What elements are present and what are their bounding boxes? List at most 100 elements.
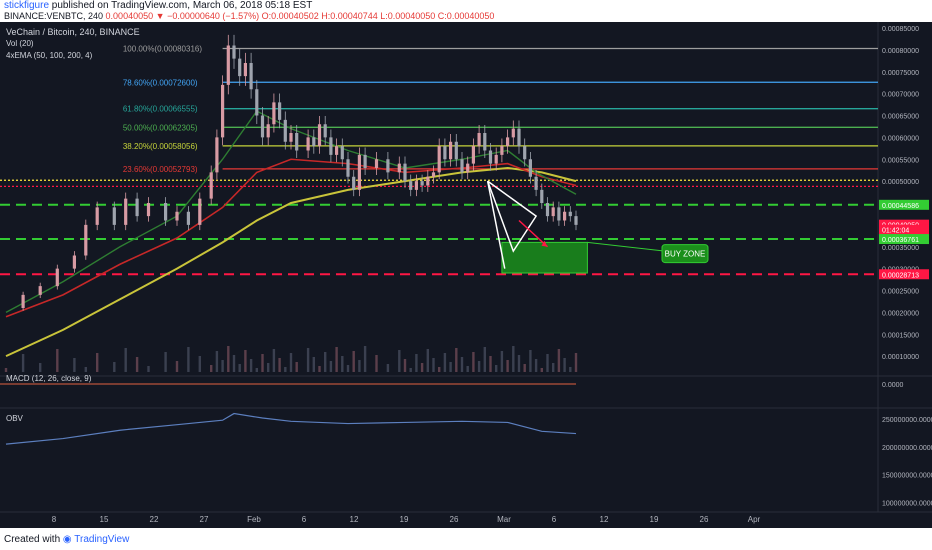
y-tick-label: 0.00025000 xyxy=(882,289,919,296)
candle-body xyxy=(449,141,453,160)
chart-canvas[interactable]: 0.00085000 0.00080000 0.00075000 0.00070000… xyxy=(0,22,932,528)
candle-body xyxy=(511,128,515,138)
volume-bar xyxy=(261,354,264,372)
volume-bar xyxy=(420,363,424,372)
candle-body xyxy=(374,159,379,168)
y-tick-label: 0.00015000 xyxy=(882,332,919,339)
candle-body xyxy=(323,124,327,138)
x-tick-label: Mar xyxy=(497,515,511,524)
price-tag-label: 0.00044586 xyxy=(882,203,919,210)
candle-body xyxy=(437,146,441,173)
volume-bar xyxy=(506,360,509,372)
volume-bars xyxy=(4,346,578,372)
symbol-label: BINANCE:VENBTC, 240 xyxy=(4,11,104,21)
candle-body xyxy=(289,133,293,142)
candle-body xyxy=(460,159,464,173)
obv-line xyxy=(5,412,577,445)
y-tick-label: 0.00075000 xyxy=(882,70,919,77)
candle-body xyxy=(38,286,42,295)
x-tick-label: Feb xyxy=(247,515,261,524)
x-tick-label: 27 xyxy=(200,515,209,524)
macd-legend: MACD (12, 26, close, 9) xyxy=(6,374,92,383)
x-tick-label: 15 xyxy=(100,515,109,524)
volume-bar xyxy=(284,367,287,372)
candle-body xyxy=(517,128,521,147)
volume-bar xyxy=(56,349,59,372)
volume-bar xyxy=(272,349,276,372)
buy-zone-callout-line xyxy=(587,241,666,252)
candle-body xyxy=(352,176,356,190)
volume-bar xyxy=(552,363,555,372)
x-tick-label: 19 xyxy=(400,515,409,524)
price-tag-label: 0.00036761 xyxy=(882,237,919,244)
candle-body xyxy=(340,146,344,160)
x-tick-label: 12 xyxy=(600,515,609,524)
candle-body xyxy=(95,207,99,225)
candle-body xyxy=(175,211,179,221)
candle-body xyxy=(414,181,418,190)
volume-bar xyxy=(517,355,521,372)
volume-bar xyxy=(267,363,270,372)
volume-bar xyxy=(227,346,230,372)
volume-bar xyxy=(210,365,213,372)
y-tick-label: 0.00035000 xyxy=(882,245,919,252)
volume-bar xyxy=(574,353,578,372)
candle-body xyxy=(397,163,401,173)
volume-bar xyxy=(563,358,566,372)
price-tag xyxy=(879,269,929,280)
candle-body xyxy=(534,176,538,190)
obv-tick-label: 200000000.0000 xyxy=(882,445,932,452)
y-tick-label: 0.00055000 xyxy=(882,157,919,164)
volume-bar xyxy=(375,355,378,372)
volume-bar xyxy=(4,368,8,372)
fib-level-label: 50.00%(0.00062305) xyxy=(123,123,198,132)
volume-bar xyxy=(443,353,447,372)
ohlc-values: O:0.00040502 H:0.00040744 L:0.00040050 C… xyxy=(261,11,495,21)
volume-bar xyxy=(352,351,355,372)
candle-body xyxy=(488,150,493,164)
volume-bar xyxy=(232,355,236,372)
price-change: −0.00000640 (−1.57%) xyxy=(167,11,260,21)
candle-body xyxy=(471,146,475,164)
volume-bar xyxy=(529,350,532,372)
candle-body xyxy=(283,119,287,142)
volume-bar xyxy=(386,364,390,372)
ema200-line xyxy=(5,166,577,358)
volume-bar xyxy=(73,358,76,372)
candle-body xyxy=(312,137,316,147)
candle-body xyxy=(426,176,430,186)
price-tag-label: 0.00028713 xyxy=(882,272,919,279)
candle-body xyxy=(135,198,139,217)
candle-body xyxy=(540,189,544,203)
candle-body xyxy=(215,137,219,173)
volume-bar xyxy=(546,354,549,372)
ema100-line xyxy=(5,158,577,318)
volume-bar xyxy=(363,346,367,372)
candle-body xyxy=(329,137,333,155)
candle-body xyxy=(266,124,270,138)
volume-bar xyxy=(255,368,258,372)
candle-body xyxy=(21,294,25,308)
volume-bar xyxy=(198,356,201,372)
volume-bar xyxy=(318,366,321,372)
buy-zone-tag xyxy=(661,244,709,264)
candle-body xyxy=(568,211,572,217)
candle-body xyxy=(454,141,458,160)
candle-body xyxy=(243,63,247,77)
candle-body xyxy=(209,172,213,199)
volume-bar xyxy=(495,365,498,372)
volume-bar xyxy=(477,361,481,372)
volume-bar xyxy=(358,360,361,372)
volume-bar xyxy=(244,350,247,372)
x-tick-label: 6 xyxy=(552,515,557,524)
candle-body xyxy=(386,159,390,173)
vol-legend: Vol (20) xyxy=(6,39,34,48)
price-tag xyxy=(879,224,929,235)
candle-body xyxy=(164,203,168,221)
tradingview-link[interactable]: TradingView xyxy=(74,534,130,545)
last-price: 0.00040050 xyxy=(105,11,154,21)
author-link[interactable]: stickfigure xyxy=(4,0,50,11)
candle-body xyxy=(335,146,339,155)
fib-level-label: 78.60%(0.00072600) xyxy=(123,78,198,87)
volume-bar xyxy=(84,367,87,372)
